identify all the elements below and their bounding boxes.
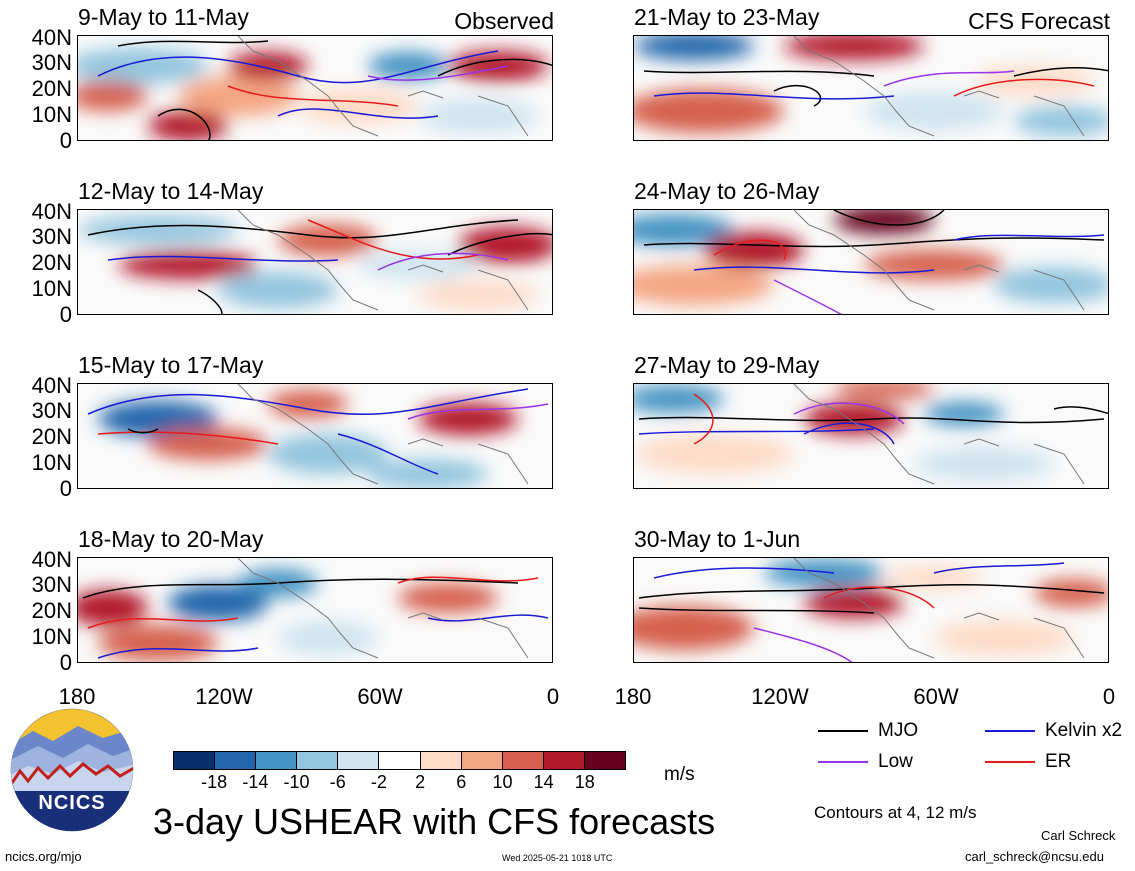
panel-title: 12-May to 14-May: [78, 178, 264, 204]
colorbar-tick-label: 10: [492, 772, 513, 792]
shear-map: [77, 383, 553, 489]
er-legend-label: ER: [1045, 751, 1072, 772]
kelvin-legend-line: [985, 730, 1035, 732]
ncics-logo: NCICS: [8, 706, 136, 834]
low-legend-line: [818, 761, 868, 763]
low-legend-label: Low: [878, 751, 913, 772]
website: ncics.org/mjo: [5, 849, 82, 864]
timestamp: Wed 2025-05-21 1018 UTC: [502, 853, 613, 863]
lon-label: 0: [546, 684, 560, 709]
colorbar-swatch: [174, 752, 215, 769]
shear-map: [633, 35, 1109, 141]
panel-tag: CFS Forecast: [968, 8, 1110, 34]
lon-label: 180: [614, 684, 652, 709]
lon-label: 180: [58, 684, 96, 709]
colorbar-tick-label: 18: [574, 772, 595, 792]
lat-label: 10N: [31, 624, 72, 649]
lon-label: 120W: [751, 684, 809, 709]
colorbar-swatch: [255, 752, 297, 769]
lat-label: 40N: [31, 199, 72, 224]
colorbar-unit: m/s: [664, 764, 695, 785]
lon-label: 60W: [357, 684, 403, 709]
map-field: [634, 210, 1108, 314]
lat-label: 40N: [31, 373, 72, 398]
colorbar-tick-label: 2: [415, 772, 426, 792]
map-field: [78, 210, 552, 314]
shear-map: [633, 557, 1109, 663]
lon-label: 60W: [913, 684, 959, 709]
colorbar: [173, 751, 626, 770]
colorbar-tick-label: -6: [329, 772, 346, 792]
shear-map: [77, 557, 553, 663]
lat-label: 10N: [31, 450, 72, 475]
lat-label: 0: [59, 476, 72, 501]
lon-label: 0: [1102, 684, 1116, 709]
colorbar-swatch: [542, 752, 584, 769]
panel-title: 21-May to 23-May: [634, 4, 820, 30]
mjo-legend-line: [818, 730, 868, 732]
map-field: [634, 36, 1108, 137]
panel-title: 27-May to 29-May: [634, 352, 820, 378]
lat-label: 0: [59, 302, 72, 327]
lat-label: 20N: [31, 598, 72, 623]
colorbar-tick-label: 14: [533, 772, 554, 792]
map-field: [634, 558, 1108, 662]
logo-text: NCICS: [38, 792, 106, 814]
map-field: [78, 558, 549, 661]
colorbar-swatch: [214, 752, 256, 769]
logo-icon: [9, 707, 135, 833]
lat-label: 10N: [31, 102, 72, 127]
contours-note: Contours at 4, 12 m/s: [814, 803, 977, 822]
panel-tag: Observed: [454, 8, 554, 34]
map-field: [87, 384, 549, 488]
colorbar-tick-label: -18: [201, 772, 228, 792]
colorbar-swatch: [378, 752, 420, 769]
colorbar-tick-label: -10: [283, 772, 310, 792]
lat-label: 10N: [31, 276, 72, 301]
colorbar-swatch: [337, 752, 379, 769]
colorbar-swatch: [460, 752, 502, 769]
colorbar-tick-label: -14: [242, 772, 269, 792]
author-email: carl_schreck@ncsu.edu: [965, 849, 1104, 864]
lat-label: 0: [59, 650, 72, 675]
colorbar-tick-label: -2: [370, 772, 387, 792]
shear-map: [77, 35, 553, 141]
colorbar-swatch: [419, 752, 461, 769]
colorbar-swatch: [501, 752, 543, 769]
map-field: [78, 36, 552, 140]
shear-map: [77, 209, 553, 315]
lat-label: 40N: [31, 25, 72, 50]
panel-title: 9-May to 11-May: [78, 4, 249, 30]
lat-label: 20N: [31, 76, 72, 101]
lat-label: 40N: [31, 547, 72, 572]
er-legend-line: [985, 761, 1035, 763]
main-title: 3-day USHEAR with CFS forecasts: [153, 801, 716, 842]
colorbar-swatch: [583, 752, 626, 769]
panel-title: 15-May to 17-May: [78, 352, 264, 378]
shear-map: [633, 209, 1109, 315]
mjo-legend-label: MJO: [878, 720, 919, 741]
lat-label: 30N: [31, 224, 72, 249]
panel-title: 30-May to 1-Jun: [634, 526, 801, 552]
lat-label: 30N: [31, 572, 72, 597]
panel-title: 18-May to 20-May: [78, 526, 264, 552]
lat-label: 0: [59, 128, 72, 153]
map-field: [634, 384, 1108, 485]
panel-title: 24-May to 26-May: [634, 178, 820, 204]
lon-label: 120W: [195, 684, 253, 709]
lat-label: 20N: [31, 424, 72, 449]
kelvin-legend-label: Kelvin x2: [1045, 720, 1123, 741]
shear-map: [633, 383, 1109, 489]
lat-label: 30N: [31, 50, 72, 75]
colorbar-tick-label: 6: [456, 772, 467, 792]
author: Carl Schreck: [1041, 828, 1116, 843]
lat-label: 20N: [31, 250, 72, 275]
colorbar-swatch: [296, 752, 338, 769]
lat-label: 30N: [31, 398, 72, 423]
